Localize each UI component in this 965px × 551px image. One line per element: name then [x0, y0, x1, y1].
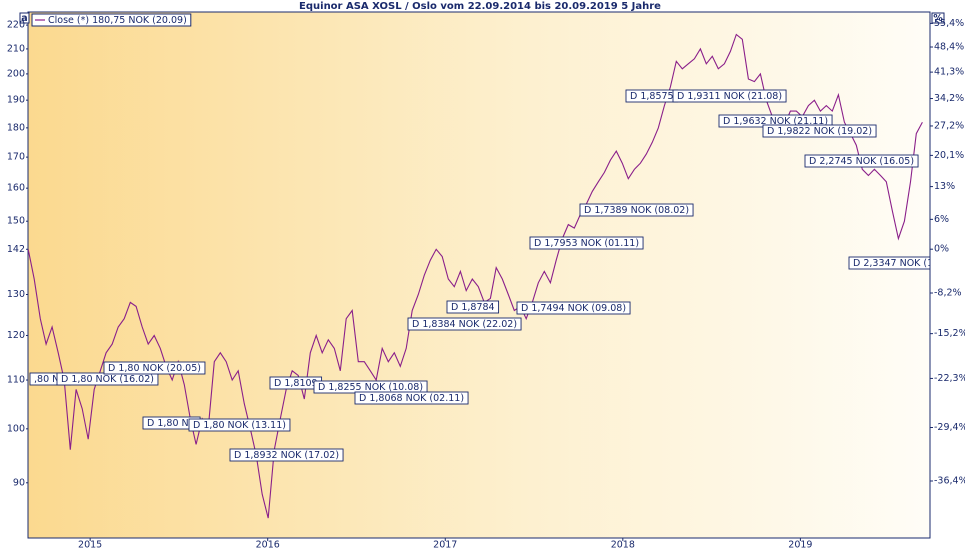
- legend-box: [31, 13, 192, 27]
- y2-tick-label: 6%: [934, 214, 949, 225]
- y-tick-label: 200: [7, 68, 25, 79]
- y-tick-label: 130: [7, 289, 25, 300]
- y-tick-label: 120: [7, 330, 25, 341]
- annotation-box: [103, 361, 206, 375]
- y2-tick-label: 20,1%: [934, 150, 964, 161]
- y-tick-label: 110: [7, 375, 25, 386]
- annotation-label: D 1,80 NO: [147, 418, 196, 429]
- annotation-label: D 1,9632 NOK (21.11): [723, 116, 828, 127]
- annotation-label: D 1,9311 NOK (21.08): [677, 91, 782, 102]
- annotation-label: D 1,8784: [451, 302, 495, 313]
- legend-label: Close (*) 180,75 NOK (20.09): [48, 15, 187, 26]
- x-tick-label: 2018: [611, 540, 635, 551]
- y-tick-label: 160: [7, 183, 25, 194]
- corner-box: [19, 12, 30, 24]
- y2-tick-label: 13%: [934, 181, 955, 192]
- corner-label: a: [21, 13, 27, 24]
- y-tick-label: 210: [7, 43, 25, 54]
- annotation-box: [188, 418, 291, 432]
- y-tick-label: 100: [7, 423, 25, 434]
- annotation-label: D 2,3347 NOK (19.: [853, 258, 942, 269]
- annotation-box: [848, 256, 930, 270]
- annotation-box: [229, 448, 344, 462]
- y2-tick-label: -15,2%: [934, 328, 965, 339]
- annotation-box: [529, 236, 644, 250]
- annotation-box: [804, 154, 919, 168]
- annotation-box: [516, 301, 631, 315]
- y2-tick-label: -22,3%: [934, 373, 965, 384]
- y2-tick-label: -8,2%: [934, 288, 962, 299]
- y2-tick-label: -36,4%: [934, 475, 965, 486]
- annotation-box: [579, 203, 694, 217]
- y2-tick-label: 34,2%: [934, 93, 964, 104]
- annotation-label: D 1,8109: [274, 378, 318, 389]
- y-tick-label: 220: [7, 20, 25, 31]
- y-tick-label: 90: [13, 477, 25, 488]
- y-tick-label: 142: [7, 244, 25, 255]
- annotation-box: [446, 300, 500, 314]
- annotation-label: D 1,7389 NOK (08.02): [584, 205, 689, 216]
- y-tick-label: 150: [7, 216, 25, 227]
- annotation-label: D 1,8068 NOK (02.11): [359, 393, 464, 404]
- annotation-label: D 1,7953 NOK (01.11): [534, 238, 639, 249]
- annotation-label: D 1,80 NOK (13.11): [193, 420, 286, 431]
- y2-tick-label: 0%: [934, 244, 949, 255]
- annotation-label: D 2,2745 NOK (16.05): [809, 156, 914, 167]
- y2-tick-label: 55,4%: [934, 18, 964, 29]
- annotation-box: [354, 391, 469, 405]
- y-tick-label: 190: [7, 95, 25, 106]
- annotation-box: [407, 317, 522, 331]
- annotation-label: D 1,80 NOK (16.02): [61, 374, 154, 385]
- annotation-label: D 1,8575: [630, 91, 674, 102]
- annotation-label: D 1,8932 NOK (17.02): [234, 450, 339, 461]
- annotation-label: D 1,9822 NOK (19.02): [767, 126, 872, 137]
- y2-label: %: [933, 13, 943, 24]
- plot-area: [27, 11, 931, 539]
- chart-title: Equinor ASA XOSL / Oslo vom 22.09.2014 b…: [299, 1, 661, 12]
- annotation-label: D 1,8255 NOK (10.08): [318, 382, 423, 393]
- y2-tick-label: 41,3%: [934, 67, 964, 78]
- annotation-label: D 1,7494 NOK (09.08): [521, 303, 626, 314]
- y-tick-label: 180: [7, 122, 25, 133]
- annotation-label: D 1,8384 NOK (22.02): [412, 319, 517, 330]
- y2-tick-label: 48,4%: [934, 42, 964, 53]
- x-tick-label: 2016: [256, 540, 280, 551]
- annotation-label: D 1,80 NOK (20.05): [108, 363, 201, 374]
- y2-label-box: [931, 12, 945, 24]
- y-tick-label: 170: [7, 152, 25, 163]
- x-tick-label: 2019: [788, 540, 812, 551]
- annotation-label: ,80 NO: [34, 374, 67, 385]
- x-tick-label: 2015: [78, 540, 102, 551]
- y2-tick-label: -29,4%: [934, 422, 965, 433]
- x-tick-label: 2017: [433, 540, 457, 551]
- annotation-box: [762, 124, 877, 138]
- y2-tick-label: 27,2%: [934, 120, 964, 131]
- annotation-box: [672, 89, 787, 103]
